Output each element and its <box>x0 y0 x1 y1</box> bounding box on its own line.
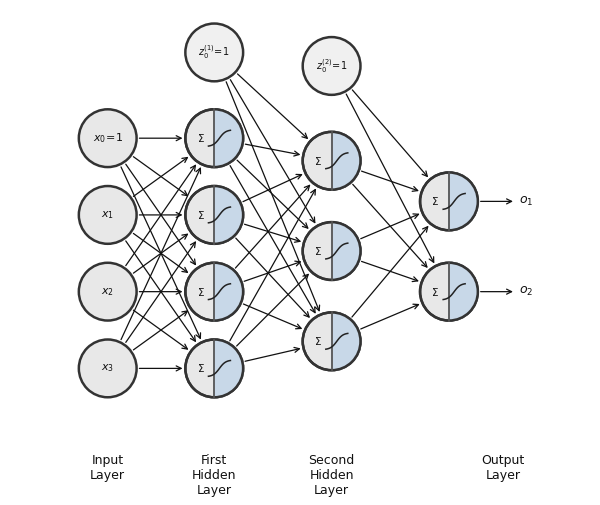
Text: $\Sigma$: $\Sigma$ <box>197 286 205 297</box>
Text: $\Sigma$: $\Sigma$ <box>431 286 439 297</box>
Text: $x_0\!=\!1$: $x_0\!=\!1$ <box>92 131 123 145</box>
Circle shape <box>185 109 243 167</box>
Circle shape <box>420 263 478 321</box>
Polygon shape <box>332 313 361 370</box>
Text: $o_1$: $o_1$ <box>520 195 534 208</box>
Polygon shape <box>214 339 243 397</box>
Circle shape <box>185 24 243 81</box>
Text: $z_0^{(1)}\!=\!1$: $z_0^{(1)}\!=\!1$ <box>199 43 230 61</box>
Circle shape <box>303 222 361 280</box>
Circle shape <box>185 186 243 244</box>
Text: Output
Layer: Output Layer <box>481 454 525 482</box>
Text: $z_0^{(2)}\!=\!1$: $z_0^{(2)}\!=\!1$ <box>316 57 347 75</box>
Circle shape <box>79 109 137 167</box>
Circle shape <box>79 186 137 244</box>
Circle shape <box>79 339 137 397</box>
Text: $\Sigma$: $\Sigma$ <box>431 195 439 208</box>
Polygon shape <box>332 132 361 190</box>
Circle shape <box>303 37 361 95</box>
Text: $x_1$: $x_1$ <box>101 209 114 221</box>
Text: $x_3$: $x_3$ <box>101 363 114 374</box>
Circle shape <box>303 313 361 370</box>
Polygon shape <box>214 186 243 244</box>
Circle shape <box>303 132 361 190</box>
Text: $\Sigma$: $\Sigma$ <box>197 363 205 374</box>
Text: $\Sigma$: $\Sigma$ <box>197 209 205 221</box>
Polygon shape <box>449 263 478 321</box>
Text: $\Sigma$: $\Sigma$ <box>314 155 322 167</box>
Polygon shape <box>449 173 478 230</box>
Circle shape <box>185 263 243 321</box>
Text: $x_2$: $x_2$ <box>101 286 114 297</box>
Text: $o_2$: $o_2$ <box>520 285 533 298</box>
Polygon shape <box>214 263 243 321</box>
Text: Input
Layer: Input Layer <box>90 454 125 482</box>
Circle shape <box>420 173 478 230</box>
Text: $\Sigma$: $\Sigma$ <box>314 335 322 347</box>
Text: First
Hidden
Layer: First Hidden Layer <box>192 454 236 497</box>
Polygon shape <box>332 222 361 280</box>
Circle shape <box>79 263 137 321</box>
Text: Second
Hidden
Layer: Second Hidden Layer <box>308 454 355 497</box>
Text: $\Sigma$: $\Sigma$ <box>197 132 205 144</box>
Text: $\Sigma$: $\Sigma$ <box>314 245 322 257</box>
Polygon shape <box>214 109 243 167</box>
Circle shape <box>185 339 243 397</box>
